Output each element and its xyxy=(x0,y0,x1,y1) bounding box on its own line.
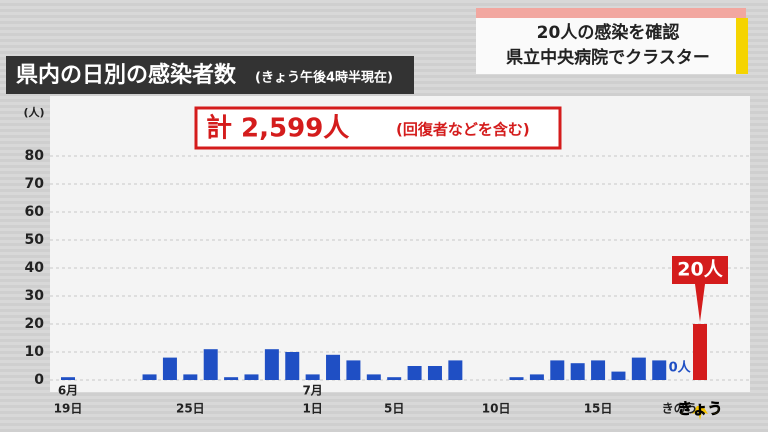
label-pointer xyxy=(695,284,705,322)
x-tick-label: 19日 xyxy=(54,402,83,416)
bar xyxy=(61,377,75,380)
data-label: 20人 xyxy=(677,259,723,281)
y-unit: (人) xyxy=(23,105,44,119)
bar xyxy=(244,374,259,380)
total: 計 2,599人 xyxy=(206,113,349,144)
title-bar xyxy=(6,56,414,94)
x-tick-label: きのう xyxy=(662,402,698,416)
bar xyxy=(183,374,198,380)
x-tick-label: 25日 xyxy=(176,402,205,416)
y-tick-label: 20 xyxy=(25,316,45,332)
bar xyxy=(550,360,565,380)
bar xyxy=(529,374,544,380)
headline: 20人の感染を確認 xyxy=(537,22,680,43)
bar xyxy=(631,357,646,380)
bar xyxy=(427,366,442,380)
bar xyxy=(366,374,381,380)
x-tick-label: きょう xyxy=(677,400,722,418)
bar xyxy=(264,349,279,380)
total-note: (回復者などを含む) xyxy=(396,121,530,139)
bar xyxy=(570,363,585,380)
bar xyxy=(326,354,341,380)
chart-subtitle: (きょう午後4時半現在) xyxy=(255,70,393,86)
bar xyxy=(142,374,157,380)
bar xyxy=(407,366,422,380)
month-label: 7月 xyxy=(302,384,322,398)
bar xyxy=(509,377,524,380)
y-tick-label: 70 xyxy=(25,176,45,192)
x-tick-label: 5日 xyxy=(384,402,404,416)
headline-accent xyxy=(736,18,748,74)
headline-box xyxy=(476,18,738,74)
y-tick-label: 40 xyxy=(25,260,45,276)
y-tick-label: 80 xyxy=(25,148,45,164)
x-tick-label: 10日 xyxy=(482,402,511,416)
x-tick-label: 1日 xyxy=(302,402,322,416)
y-tick-label: 50 xyxy=(25,232,45,248)
data-label: 0人 xyxy=(669,360,692,376)
bar xyxy=(448,360,463,380)
bar xyxy=(162,357,177,380)
x-tick-label: 15日 xyxy=(584,402,613,416)
bar xyxy=(611,371,626,380)
bar xyxy=(346,360,361,380)
bar xyxy=(591,360,606,380)
chart-title: 県内の日別の感染者数 xyxy=(16,62,237,88)
bar xyxy=(652,360,667,380)
bar xyxy=(203,349,218,380)
bar xyxy=(285,352,300,380)
bar xyxy=(387,377,402,380)
y-tick-label: 10 xyxy=(25,344,45,360)
bar xyxy=(224,377,239,380)
total-box xyxy=(194,106,562,150)
y-tick-label: 60 xyxy=(25,204,45,220)
y-tick-label: 30 xyxy=(25,288,45,304)
label-box xyxy=(672,256,728,284)
bar xyxy=(305,374,320,380)
y-tick-label: 0 xyxy=(34,372,44,388)
month-label: 6月 xyxy=(58,384,78,398)
bar xyxy=(693,324,707,380)
headline: 県立中央病院でクラスター xyxy=(506,47,710,68)
today-arrow xyxy=(692,406,708,420)
